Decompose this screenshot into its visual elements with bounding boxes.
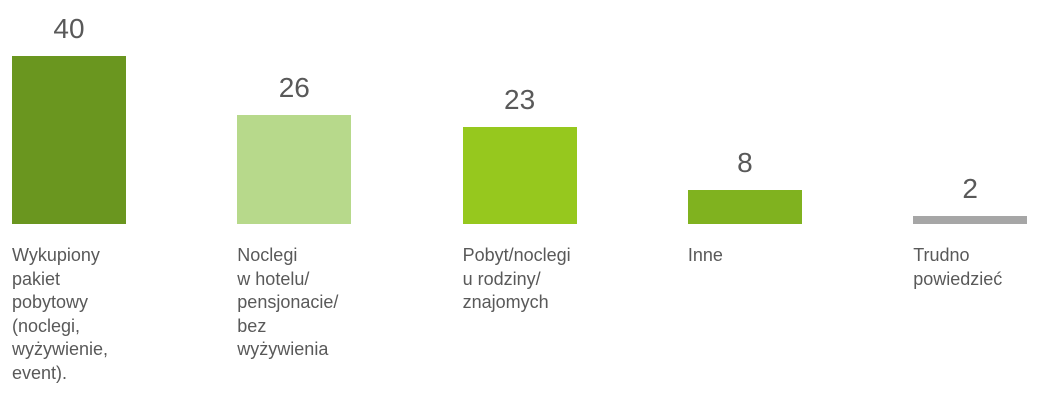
bar: [687, 190, 802, 224]
category-label: Trudno powiedzieć: [913, 245, 1003, 289]
bar: [913, 215, 1028, 224]
value-label: 40: [53, 13, 85, 44]
value-label: 8: [737, 147, 753, 179]
category-label: Wykupiony pakiet pobytowy (noclegi, wyży…: [12, 245, 109, 383]
bar: [237, 114, 352, 224]
category-label: Pobyt/noclegi u rodziny/ znajomych: [462, 245, 571, 312]
category-label: Noclegi w hotelu/ pensjonacie/ bez wyżyw…: [237, 245, 339, 359]
bar: [462, 127, 577, 224]
value-label: 23: [504, 84, 536, 116]
category-label: Inne: [687, 245, 723, 265]
value-label: 2: [962, 172, 978, 204]
bar: [12, 56, 126, 224]
value-label: 26: [278, 71, 310, 103]
